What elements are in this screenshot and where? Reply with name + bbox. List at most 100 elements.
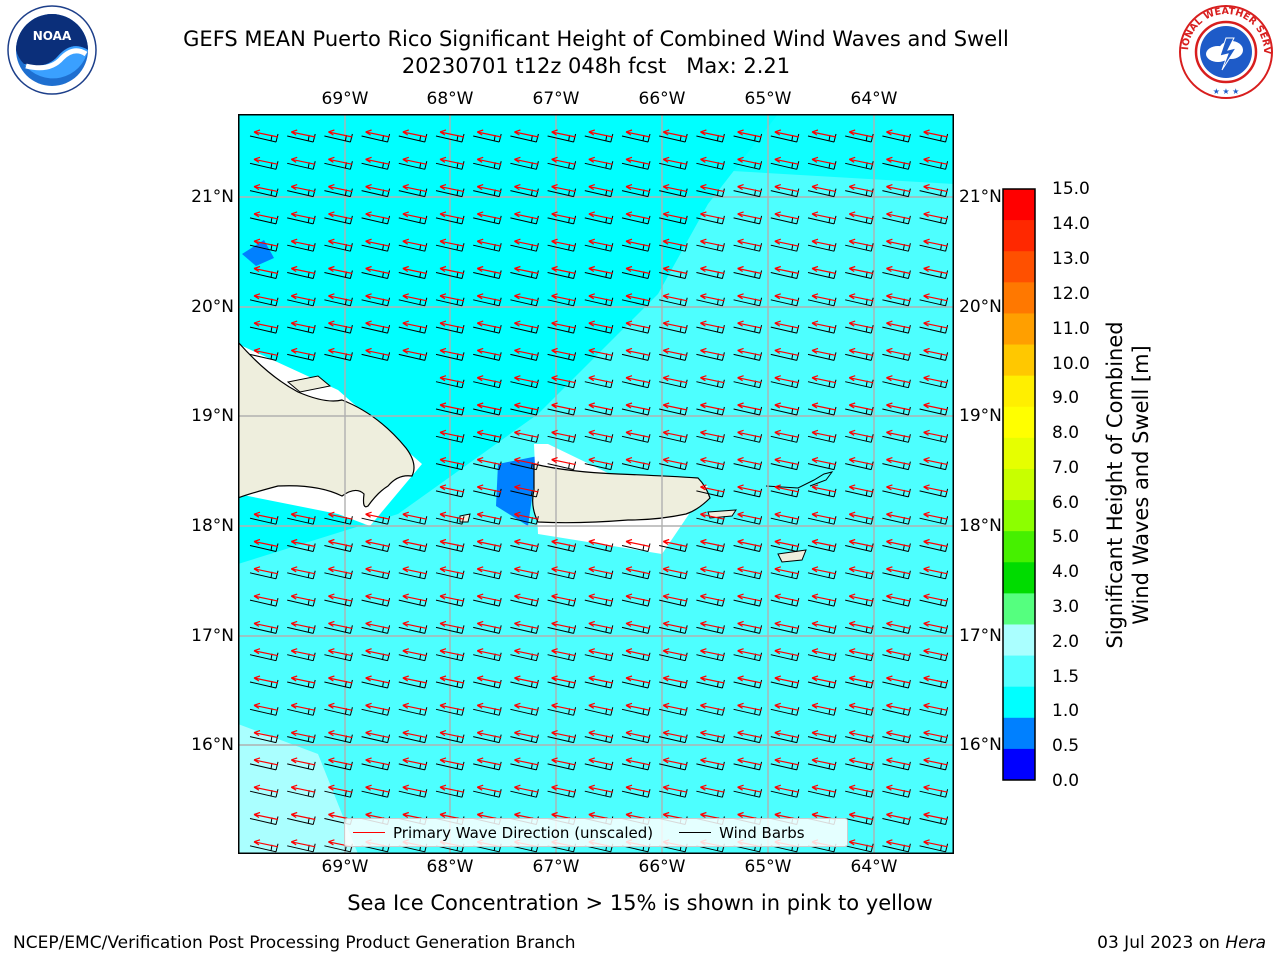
wave-arrow	[662, 566, 688, 575]
wave-arrow	[476, 730, 502, 739]
wave-arrow	[514, 156, 539, 165]
wave-arrow	[439, 648, 465, 657]
wave-arrow	[774, 429, 799, 438]
chart-title: GEFS MEAN Puerto Rico Significant Height…	[183, 27, 1009, 51]
colorbar-label: Significant Height of Combined Wind Wave…	[1102, 185, 1154, 785]
wave-arrow	[588, 265, 613, 275]
wave-arrow	[290, 538, 316, 548]
lon-label-top: 65°W	[744, 89, 792, 109]
wave-arrow	[253, 620, 279, 629]
wave-arrow	[662, 238, 688, 247]
wave-arrow	[402, 211, 427, 220]
wave-arrow	[476, 184, 502, 193]
wave-arrow	[476, 538, 502, 548]
wave-arrow	[848, 293, 874, 302]
wave-arrow	[439, 402, 465, 411]
wave-arrow	[514, 211, 539, 220]
colorbar-segment	[1003, 468, 1035, 501]
wave-arrow	[774, 593, 799, 602]
wave-arrow	[737, 702, 762, 711]
wave-arrow	[365, 511, 390, 520]
wave-arrow	[774, 675, 799, 684]
wave-arrow	[439, 347, 465, 356]
wave-arrow	[848, 593, 874, 602]
wave-arrow	[811, 675, 837, 684]
wave-arrow	[737, 784, 762, 793]
wave-arrow	[774, 156, 799, 165]
wave-arrow	[253, 702, 279, 711]
wave-zone-low	[496, 456, 538, 526]
wave-arrow	[439, 538, 465, 548]
wave-arrow	[328, 211, 353, 220]
wave-arrow	[811, 429, 837, 438]
colorbar-tick-label: 5.0	[1052, 527, 1080, 547]
wave-arrow	[588, 320, 613, 329]
wave-arrow	[402, 593, 427, 602]
wave-arrow	[886, 730, 911, 739]
wave-arrow	[402, 784, 427, 793]
lat-label-left: 19°N	[191, 406, 234, 426]
wave-arrow	[328, 511, 353, 520]
legend-wind-item: Wind Barbs	[679, 824, 805, 842]
wave-arrow	[551, 757, 576, 766]
wave-arrow	[774, 184, 799, 193]
wave-arrow	[811, 156, 837, 165]
wave-arrow	[774, 293, 799, 302]
wave-arrow	[439, 457, 465, 466]
wave-arrow	[551, 156, 576, 165]
svg-text:★ ★ ★: ★ ★ ★	[1213, 87, 1240, 96]
wave-arrow	[737, 484, 762, 493]
wave-arrow	[588, 402, 613, 411]
colorbar-tick-label: 2.0	[1052, 632, 1080, 652]
wave-arrow	[588, 675, 613, 684]
wave-arrow	[700, 238, 725, 247]
colorbar-segment	[1003, 282, 1035, 314]
wave-arrow	[402, 238, 427, 247]
wave-arrow	[365, 702, 390, 711]
footer-date-text: 03 Jul 2023 on	[1097, 933, 1226, 953]
wave-arrow	[439, 375, 465, 384]
wave-arrow	[774, 620, 799, 629]
wave-arrow	[402, 620, 427, 629]
lon-label-bottom: 67°W	[532, 857, 580, 877]
wave-arrow	[662, 648, 688, 657]
lat-label-left: 17°N	[191, 626, 234, 646]
wave-arrow	[365, 156, 390, 165]
wave-arrow	[290, 238, 316, 247]
wave-arrow	[737, 429, 762, 438]
wave-arrow	[737, 566, 762, 575]
wave-arrow	[514, 730, 539, 739]
wave-arrow	[662, 538, 688, 548]
wave-arrow	[774, 648, 799, 657]
wave-arrow	[625, 784, 651, 793]
wave-arrow	[848, 811, 874, 821]
wave-arrow	[662, 320, 688, 329]
wave-arrow	[253, 129, 279, 138]
wave-arrow	[253, 156, 279, 165]
wave-arrow	[923, 648, 948, 657]
wave-arrow	[886, 484, 911, 493]
wave-arrow	[290, 839, 316, 848]
wave-arrow	[588, 129, 613, 138]
wave-arrow	[774, 238, 799, 247]
wave-arrow	[700, 265, 725, 275]
wave-arrow	[700, 156, 725, 165]
wave-arrow	[886, 784, 911, 793]
wave-arrow	[662, 702, 688, 711]
wave-arrow	[290, 211, 316, 220]
wave-arrow	[328, 156, 353, 165]
wave-arrow	[439, 757, 465, 766]
wave-arrow	[811, 566, 837, 575]
wave-arrow	[811, 511, 837, 520]
lon-label-bottom: 68°W	[426, 857, 474, 877]
wave-arrow	[886, 429, 911, 438]
wave-arrow	[737, 457, 762, 466]
wave-arrow	[476, 293, 502, 302]
wave-arrow	[476, 347, 502, 356]
wave-arrow	[625, 593, 651, 602]
wave-arrow	[290, 511, 316, 520]
wave-arrow	[700, 320, 725, 329]
wave-arrow	[811, 238, 837, 247]
wave-arrow	[551, 648, 576, 657]
wave-arrow	[365, 593, 390, 602]
